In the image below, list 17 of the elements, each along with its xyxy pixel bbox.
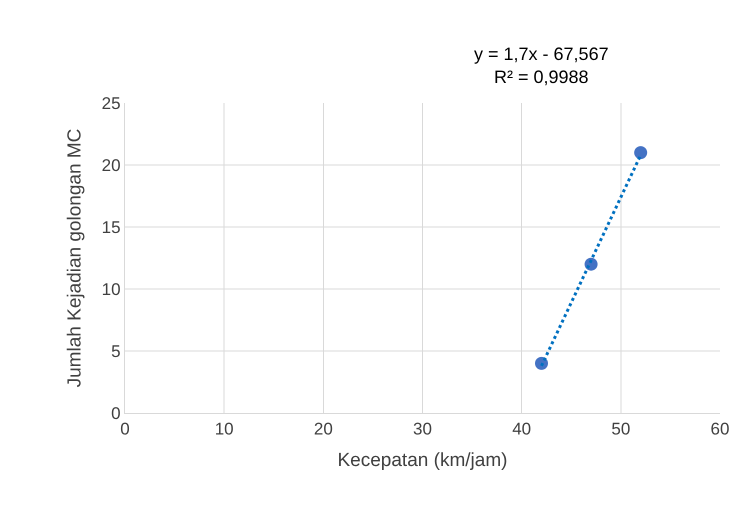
x-tick-label: 60 xyxy=(710,419,730,438)
y-tick-label: 0 xyxy=(111,404,121,423)
y-tick-label: 20 xyxy=(102,156,121,175)
x-tick-label: 40 xyxy=(512,419,532,438)
y-tick-label: 10 xyxy=(102,280,121,299)
x-tick-label: 50 xyxy=(611,419,630,438)
point xyxy=(634,146,648,160)
y-tick-label: 15 xyxy=(102,218,121,237)
text: y = 1,7x - 67,567 xyxy=(474,44,609,64)
x-tick-label: 30 xyxy=(413,419,432,438)
x-axis-title: Kecepatan (km/jam) xyxy=(337,450,508,472)
x-tick-label: 20 xyxy=(314,419,333,438)
y-tick-label: 25 xyxy=(102,94,121,113)
x-tick-label: 10 xyxy=(214,419,234,438)
text: R² = 0,9988 xyxy=(494,67,589,87)
y-tick-label: 5 xyxy=(111,342,121,361)
y-axis-title: Jumlah Kejadian golongan MC xyxy=(64,128,86,388)
